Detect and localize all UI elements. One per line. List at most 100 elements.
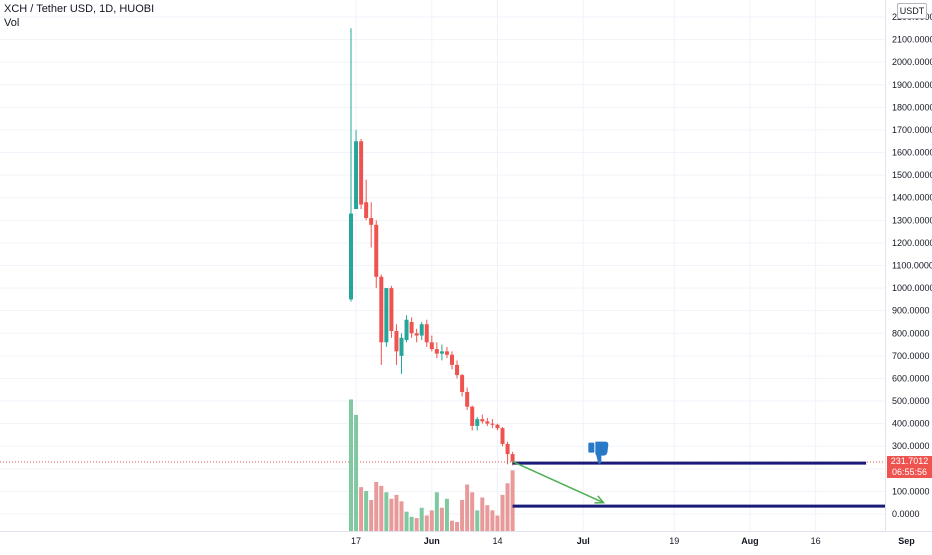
candle-body: [364, 202, 369, 219]
thumbs-down-icon: [588, 441, 609, 464]
y-tick-label: 0.0000: [892, 509, 920, 519]
y-tick-label: 100.0000: [892, 486, 930, 496]
candle-body: [349, 213, 353, 300]
y-tick-label: 1100.0000: [892, 261, 932, 271]
symbol-title[interactable]: XCH / Tether USD, 1D, HUOBI: [4, 3, 155, 15]
candle-body: [379, 276, 384, 343]
volume-bar: [384, 492, 389, 531]
x-tick-label: 14: [492, 536, 502, 546]
candle-body: [510, 454, 515, 462]
candle-body: [475, 419, 480, 426]
volume-bar: [485, 505, 490, 531]
candle-body: [450, 354, 454, 365]
trend-arrow-line: [512, 460, 604, 504]
x-axis[interactable]: 17Jun14Jul19Aug16Sep14: [0, 531, 932, 547]
x-tick-label: Aug: [741, 536, 759, 546]
last-price-value: 231.7012: [890, 456, 929, 466]
candle-body: [419, 324, 424, 336]
volume-bar: [389, 498, 394, 531]
y-tick-label: 1200.0000: [892, 238, 932, 248]
x-tick-label: 17: [351, 536, 361, 546]
volume-bar: [510, 470, 515, 531]
volume-bar: [490, 510, 495, 531]
x-tick-label: Jun: [424, 536, 440, 546]
candle-body: [369, 218, 374, 225]
volume-bar: [394, 494, 399, 531]
candle-body: [409, 321, 414, 334]
y-tick-label: 500.0000: [892, 396, 930, 406]
y-tick-label: 700.0000: [892, 351, 930, 361]
drawings[interactable]: [512, 441, 932, 508]
x-tick-label: Jul: [577, 536, 590, 546]
candle-body: [490, 423, 495, 425]
volume-bar: [475, 510, 480, 531]
volume-bar: [349, 399, 353, 531]
candle-body: [354, 141, 359, 210]
candle-body: [495, 424, 500, 429]
volume-bar: [465, 484, 470, 531]
y-tick-label: 1700.0000: [892, 125, 932, 135]
volume-bar: [409, 516, 414, 531]
thumbs-down-hand: [595, 441, 609, 464]
volume-bar: [399, 501, 404, 531]
y-tick-label: 1500.0000: [892, 170, 932, 180]
candle-body: [394, 331, 399, 352]
y-tick-label: 900.0000: [892, 306, 930, 316]
volume-bar: [404, 511, 409, 531]
candle-body: [444, 351, 449, 355]
candle-body: [384, 288, 389, 343]
volume-label[interactable]: Vol: [4, 17, 20, 29]
y-tick-label: 1900.0000: [892, 80, 932, 90]
volume-bar: [424, 515, 429, 531]
x-tick-label: Sep: [898, 536, 915, 546]
volume-bar: [439, 507, 444, 531]
y-tick-label: 800.0000: [892, 328, 930, 338]
volume-bar: [480, 497, 485, 531]
y-tick-label: 1300.0000: [892, 215, 932, 225]
volume-bar: [414, 518, 419, 531]
candle-body: [460, 375, 465, 393]
candle-body: [465, 392, 470, 407]
candle-body: [434, 349, 439, 354]
y-tick-label: 1000.0000: [892, 283, 932, 293]
volume-bar: [470, 492, 475, 531]
grid: [0, 0, 907, 531]
volume-bar: [434, 492, 439, 531]
x-tick-label: 19: [669, 536, 679, 546]
volume-bars: [349, 399, 515, 531]
candle-body: [374, 224, 379, 277]
volume-bar: [460, 500, 465, 531]
candle-body: [424, 324, 429, 343]
volume-bar: [444, 498, 449, 531]
candle-body: [480, 419, 485, 422]
volume-bar: [505, 483, 510, 531]
volume-bar: [364, 491, 369, 531]
countdown-timer: 06:55:56: [891, 467, 928, 477]
x-tick-label: 16: [811, 536, 821, 546]
volume-bar: [419, 507, 424, 531]
volume-bar: [455, 521, 460, 531]
candle-body: [500, 428, 505, 444]
candle-body: [439, 351, 444, 354]
candle-body: [389, 288, 394, 332]
candle-body: [404, 319, 409, 341]
thumbs-down-cuff: [588, 442, 595, 453]
candle-body: [429, 342, 434, 350]
volume-bar: [369, 500, 374, 531]
volume-bar: [429, 510, 434, 531]
trend-arrow-head: [594, 495, 606, 504]
volume-bar: [354, 414, 359, 531]
y-tick-label: 1600.0000: [892, 148, 932, 158]
candle-body: [359, 141, 364, 205]
volume-bar: [450, 520, 454, 531]
currency-badge[interactable]: USDT: [897, 3, 927, 19]
candle-body: [485, 421, 490, 424]
volume-bar: [379, 485, 384, 531]
last-price-label: 231.7012 06:55:56: [887, 456, 932, 478]
y-tick-label: 1800.0000: [892, 102, 932, 112]
y-tick-label: 2000.0000: [892, 57, 932, 67]
candle-body: [505, 443, 510, 455]
candles: [349, 28, 515, 466]
